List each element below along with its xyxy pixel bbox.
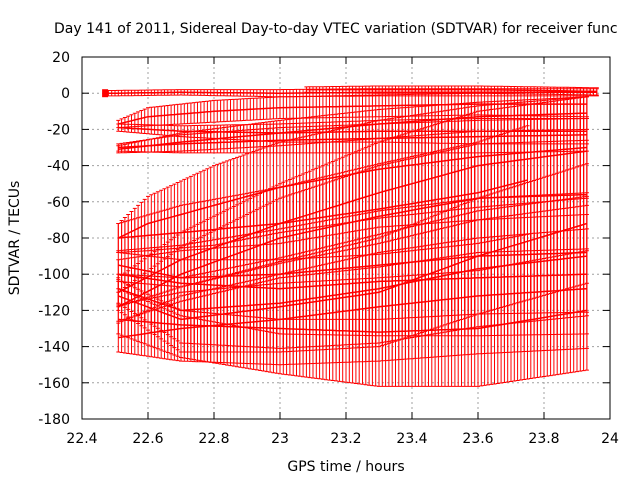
x-tick-label: 24 bbox=[601, 431, 619, 447]
data-point bbox=[102, 89, 109, 98]
x-tick-label: 23 bbox=[271, 431, 289, 447]
y-tick-label: -60 bbox=[47, 195, 70, 211]
x-tick-label: 23.4 bbox=[396, 431, 427, 447]
y-tick-label: 0 bbox=[61, 86, 70, 102]
y-tick-label: -80 bbox=[47, 231, 70, 247]
x-tick-label: 23.2 bbox=[330, 431, 361, 447]
x-tick-label: 23.6 bbox=[462, 431, 493, 447]
series-sat-p bbox=[116, 228, 589, 366]
data-series bbox=[102, 85, 599, 387]
y-tick-label: -140 bbox=[38, 340, 70, 356]
y-tick-label: -180 bbox=[38, 412, 70, 428]
x-tick-label: 23.8 bbox=[528, 431, 559, 447]
y-axis-title: SDTVAR / TECUs bbox=[7, 181, 23, 296]
series-line bbox=[306, 88, 597, 93]
y-tick-label: -40 bbox=[47, 159, 70, 175]
x-tick-label: 22.8 bbox=[198, 431, 229, 447]
series-sat-b bbox=[304, 85, 599, 96]
x-tick-label: 22.6 bbox=[132, 431, 163, 447]
y-tick-label: -100 bbox=[38, 267, 70, 283]
x-axis-title: GPS time / hours bbox=[287, 459, 404, 475]
series-line bbox=[118, 287, 587, 339]
y-tick-label: -20 bbox=[47, 122, 70, 138]
y-tick-label: 20 bbox=[52, 50, 70, 66]
axis-ticks: 22.4 22.6 22.8 23 23.2 23.4 23.6 23.8 24 -180 -160… bbox=[38, 50, 619, 447]
y-tick-label: -120 bbox=[38, 303, 70, 319]
series-line bbox=[118, 103, 587, 125]
x-tick-label: 22.4 bbox=[66, 431, 97, 447]
y-tick-label: -160 bbox=[38, 376, 70, 392]
chart-title: Day 141 of 2011, Sidereal Day-to-day VTE… bbox=[54, 21, 618, 37]
